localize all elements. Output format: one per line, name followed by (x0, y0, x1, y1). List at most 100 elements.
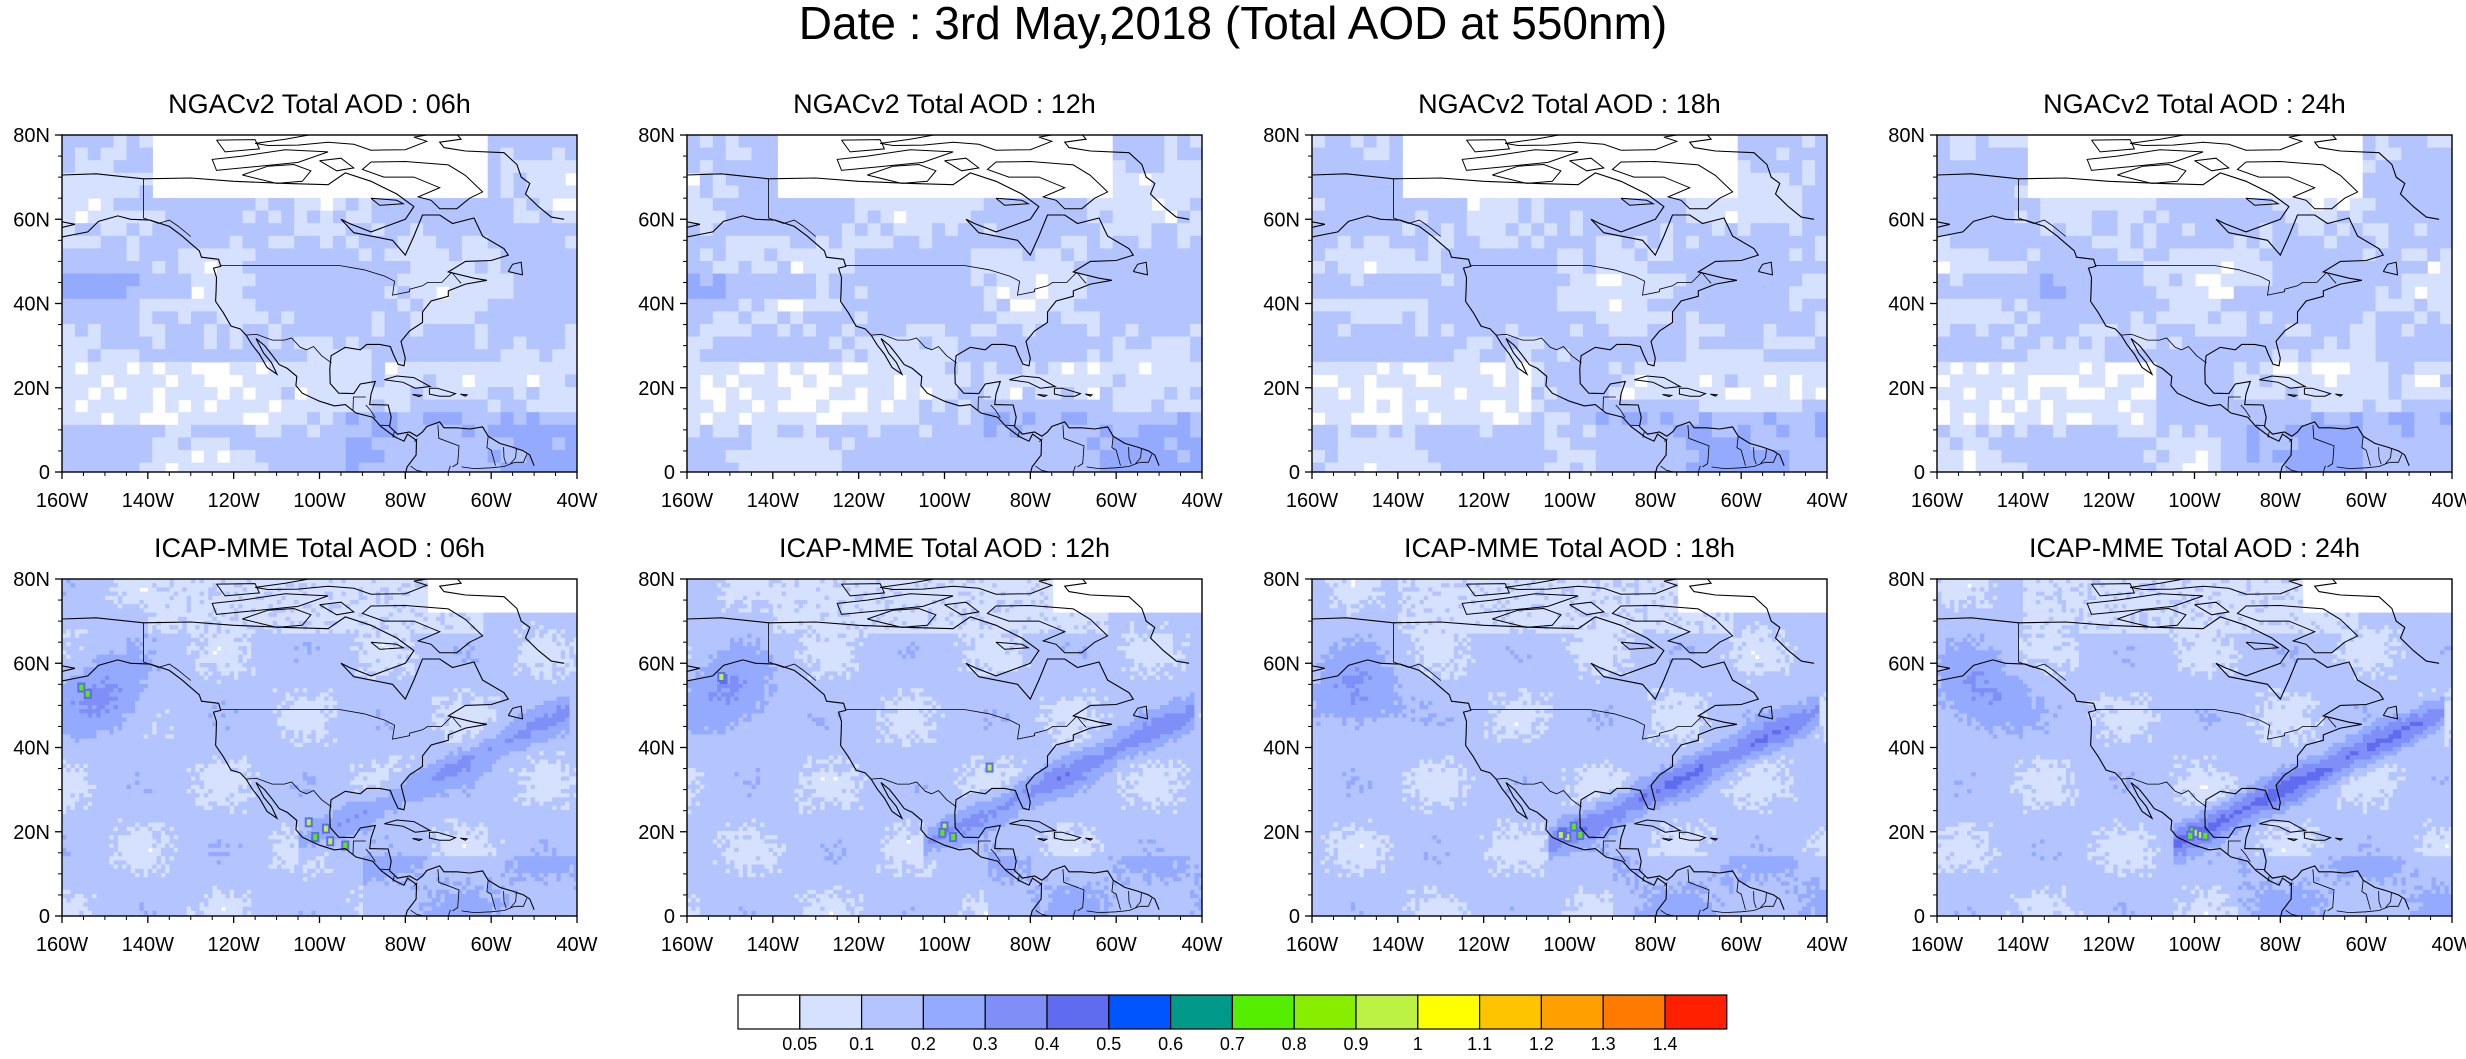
aod-cell (380, 587, 385, 592)
aod-cell (1325, 463, 1339, 476)
aod-cell (1177, 261, 1191, 274)
aod-cell (881, 463, 895, 476)
aod-cell (260, 617, 265, 622)
aod-cell (1506, 362, 1520, 375)
aod-cell (535, 621, 540, 626)
aod-cell (204, 450, 218, 463)
aod-cell (2040, 311, 2054, 324)
aod-cell (62, 324, 76, 337)
aod-cell (1126, 337, 1140, 350)
aod-cell (1950, 299, 1964, 312)
aod-cell (1087, 349, 1101, 362)
aod-cell (1764, 400, 1778, 413)
aod-cell (118, 583, 123, 588)
aod-cell (333, 587, 338, 592)
aod-cell (1164, 311, 1178, 324)
aod-cell (1738, 185, 1752, 198)
aod-cell (1164, 274, 1178, 287)
aod-cell (127, 374, 141, 387)
aod-cell (752, 299, 766, 312)
aod-cell (204, 387, 218, 400)
aod-cell (294, 425, 308, 438)
aod-cell (488, 324, 502, 337)
aod-cell (2272, 425, 2286, 438)
aod-cell (2376, 148, 2390, 161)
aod-cell (1622, 337, 1636, 350)
aod-cell (2427, 198, 2441, 211)
aod-cell (174, 617, 179, 622)
aod-cell (1338, 463, 1352, 476)
aod-cell (1976, 223, 1990, 236)
aod-cell (2414, 248, 2428, 261)
aod-cell (445, 617, 450, 622)
aod-cell (2337, 374, 2351, 387)
aod-cell (514, 236, 528, 249)
aod-cell (829, 387, 843, 400)
aod-cell (483, 621, 488, 626)
aod-cell (101, 604, 106, 609)
coastline (730, 127, 773, 129)
aod-cell (144, 613, 149, 618)
aod-cell (1493, 223, 1507, 236)
aod-cell (514, 374, 528, 387)
aod-cell (752, 236, 766, 249)
aod-cell (307, 400, 321, 413)
aod-cell (1312, 286, 1326, 299)
aod-cell (1635, 248, 1649, 261)
aod-cell (739, 437, 753, 450)
aod-cell (2118, 274, 2132, 287)
aod-cell (2079, 324, 2093, 337)
aod-cell (1139, 299, 1153, 312)
aod-cell (230, 450, 244, 463)
panel-title: ICAP-MME Total AOD : 06h (62, 534, 577, 562)
aod-cell (1113, 311, 1127, 324)
aod-cell (88, 613, 93, 618)
aod-cell (945, 248, 959, 261)
aod-cell (139, 337, 153, 350)
aod-cell (449, 425, 463, 438)
aod-cell (195, 613, 200, 618)
aod-cell (380, 608, 385, 613)
aod-cell (191, 596, 196, 601)
aod-cell (893, 261, 907, 274)
aod-cell (1441, 211, 1455, 224)
aod-cell (410, 337, 424, 350)
aod-cell (101, 463, 115, 476)
aod-cell (2182, 412, 2196, 425)
aod-cell (243, 274, 257, 287)
aod-cell (1377, 236, 1391, 249)
aod-cell (385, 324, 399, 337)
aod-cell (105, 608, 110, 613)
aod-cell (2131, 211, 2145, 224)
aod-cell (1764, 185, 1778, 198)
aod-cell (114, 463, 128, 476)
aod-cell (2414, 148, 2428, 161)
aod-cell (790, 412, 804, 425)
aod-cell (139, 211, 153, 224)
aod-cell (307, 592, 312, 597)
aod-cell (75, 337, 89, 350)
aod-cell (1467, 412, 1481, 425)
aod-cell (88, 135, 102, 148)
aod-cell (165, 299, 179, 312)
aod-cell (2131, 463, 2145, 476)
aod-cell (2221, 349, 2235, 362)
aod-cell (2298, 261, 2312, 274)
aod-cell (1531, 349, 1545, 362)
aod-cell (790, 198, 804, 211)
aod-cell (2002, 185, 2016, 198)
aod-cell (307, 349, 321, 362)
aod-cell (2234, 211, 2248, 224)
aod-cell (1113, 211, 1127, 224)
aod-cell (320, 236, 334, 249)
aod-cell (764, 463, 778, 476)
aod-cell (217, 617, 222, 622)
aod-cell (294, 450, 308, 463)
aod-cell (501, 274, 514, 287)
aod-cell (764, 450, 778, 463)
aod-cell (1764, 148, 1778, 161)
aod-cell (475, 198, 489, 211)
aod-cell (488, 463, 502, 476)
aod-cell (2401, 374, 2415, 387)
aod-cell (1061, 248, 1075, 261)
